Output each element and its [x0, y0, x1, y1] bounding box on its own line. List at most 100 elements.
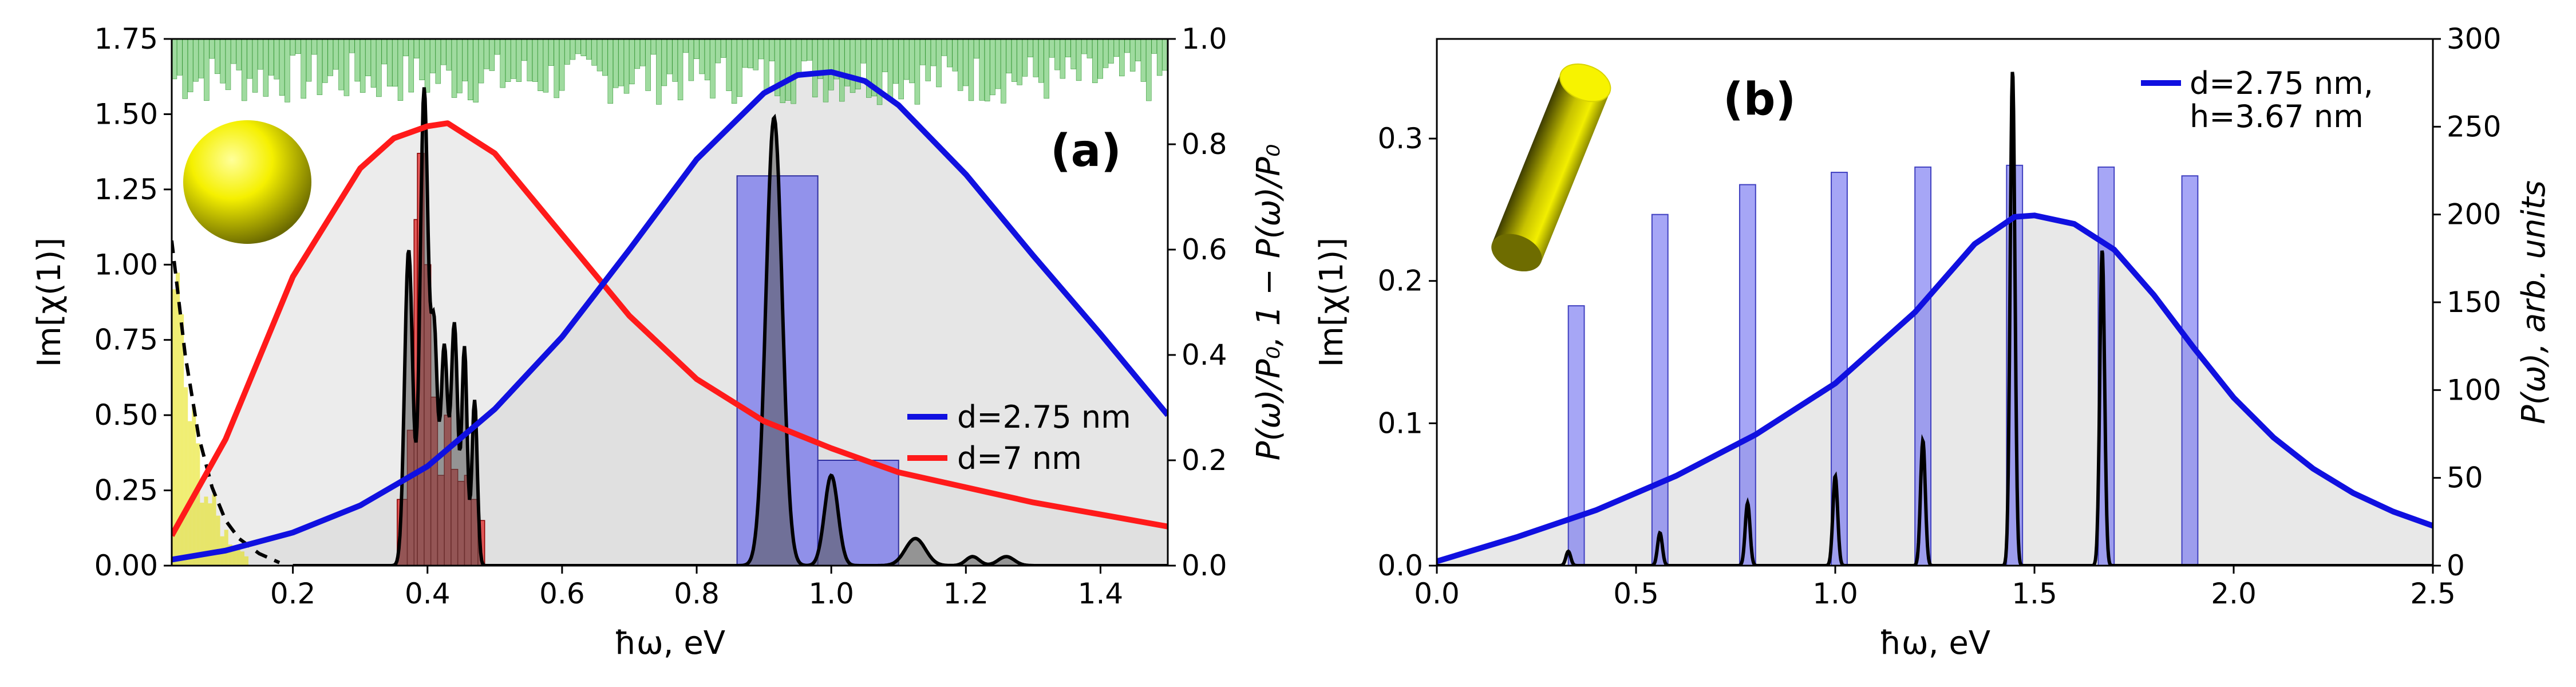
- green-bar: [613, 39, 619, 88]
- yellow-bar: [216, 515, 220, 566]
- green-bar: [775, 39, 780, 96]
- x-tick-label: 0.6: [539, 577, 585, 610]
- legend-label-d-7: d=7 nm: [957, 440, 1082, 476]
- y-tick-label: 1.50: [94, 97, 158, 131]
- green-bar: [769, 39, 775, 61]
- green-bar: [1119, 39, 1125, 77]
- green-bar: [639, 39, 646, 66]
- blue-histogram-bar: [1651, 214, 1669, 566]
- yellow-bar: [208, 503, 212, 566]
- green-bar: [941, 39, 947, 56]
- blue-curve-d-2-75: [172, 69, 1168, 563]
- y-tick-label: 0.3: [1377, 122, 1423, 155]
- green-bar: [554, 39, 559, 98]
- panel-a-right-y-axis-label: P(ω)/P₀, 1 − P(ω)/P₀: [1250, 144, 1287, 461]
- panel-b: 0.0 0.5 1.0 1.5 2.0 2.5 0.0 0.1 0.2 0.3 0 50 100 15…: [1313, 22, 2553, 662]
- green-bar: [785, 39, 791, 101]
- dashed-curve: [172, 240, 280, 564]
- right-y-tick-label: 150: [2447, 286, 2501, 319]
- green-bar: [963, 39, 969, 86]
- panel-a-y-axis-label: Im[χ(1)]: [31, 238, 68, 367]
- green-bar: [285, 39, 290, 102]
- green-bar: [1022, 39, 1028, 77]
- right-y-tick-label: 0.8: [1182, 128, 1227, 161]
- green-bar: [413, 39, 420, 58]
- green-bar: [187, 39, 193, 92]
- green-bar: [397, 39, 404, 101]
- green-bar: [1124, 39, 1130, 53]
- green-bar: [538, 39, 543, 92]
- x-tick-label: 0.0: [1414, 577, 1460, 610]
- green-bar: [198, 39, 204, 78]
- green-bar: [1162, 39, 1168, 71]
- x-tick-label: 0.4: [405, 577, 451, 610]
- green-bar: [704, 39, 710, 81]
- green-bar: [748, 39, 753, 69]
- blue-histogram-bar: [2181, 175, 2199, 566]
- legend-label-b-line1: d=2.75 nm,: [2190, 65, 2373, 101]
- sphere-illustration: [183, 120, 311, 244]
- green-bar: [596, 39, 603, 72]
- legend-label-d-2-75: d=2.75 nm: [957, 399, 1131, 435]
- green-bar: [828, 39, 834, 90]
- green-bar: [376, 39, 382, 97]
- blue-histogram-bar: [1567, 305, 1585, 566]
- y-tick-label: 1.75: [94, 22, 158, 56]
- yellow-bar: [236, 546, 240, 566]
- green-bar: [392, 39, 398, 87]
- green-bar: [457, 39, 463, 93]
- green-bar: [231, 39, 236, 64]
- green-bar: [1028, 39, 1033, 57]
- green-bar: [451, 39, 457, 98]
- green-bar: [666, 39, 673, 74]
- green-bar: [274, 39, 279, 80]
- x-tick-label: 0.8: [674, 577, 720, 610]
- green-bar: [430, 39, 436, 73]
- y-tick-label: 1.25: [94, 173, 158, 206]
- yellow-bar: [176, 273, 180, 566]
- green-bar: [887, 39, 894, 101]
- green-bar: [860, 39, 867, 64]
- green-bar: [876, 39, 883, 105]
- green-bar: [947, 39, 953, 68]
- green-bar: [1001, 39, 1006, 104]
- green-bar: [279, 39, 285, 96]
- green-bar: [446, 39, 452, 71]
- panel-b-legend: d=2.75 nm, h=3.67 nm: [2141, 65, 2373, 135]
- green-bar: [236, 39, 242, 70]
- green-bar: [1044, 39, 1049, 99]
- green-bar: [710, 39, 716, 98]
- green-bar: [817, 39, 823, 79]
- green-bar: [1140, 39, 1147, 82]
- yellow-bar: [200, 503, 204, 566]
- green-bar: [403, 39, 409, 57]
- panel-a-plot-area: [172, 39, 1168, 566]
- green-bar: [511, 39, 516, 79]
- panel-a-x-axis-label: ħω, eV: [614, 625, 725, 662]
- green-bar: [721, 39, 726, 58]
- green-bar: [214, 39, 220, 74]
- green-bar: [742, 39, 748, 68]
- green-bar: [936, 39, 942, 88]
- green-bar: [193, 39, 199, 82]
- green-bar: [839, 39, 845, 102]
- y-tick-label: 0.75: [94, 323, 158, 357]
- green-bar: [909, 39, 915, 84]
- right-y-tick-label: 200: [2447, 198, 2501, 231]
- green-bar: [204, 39, 210, 101]
- green-bar: [467, 39, 473, 101]
- y-tick-label: 0.50: [94, 398, 158, 432]
- green-bar: [791, 39, 796, 104]
- green-bar: [833, 39, 840, 80]
- green-bar: [1086, 39, 1093, 58]
- green-bar: [252, 39, 258, 93]
- green-bar: [505, 39, 511, 82]
- green-bar: [957, 39, 963, 91]
- green-bar: [683, 39, 689, 53]
- green-bar: [715, 39, 721, 64]
- green-bar: [591, 39, 597, 66]
- green-bar: [731, 39, 737, 104]
- yellow-bar: [172, 289, 176, 566]
- yellow-bar: [232, 547, 236, 566]
- green-bar: [247, 39, 252, 79]
